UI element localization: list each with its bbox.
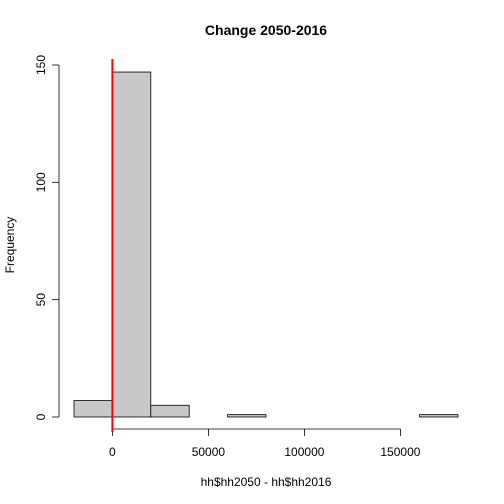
chart-title: Change 2050-2016 (205, 22, 327, 38)
histogram-bar-0 (73, 400, 113, 418)
y-axis: 0 50 100 150 (34, 55, 60, 420)
y-tick-label-2: 100 (34, 172, 48, 192)
x-axis-label: hh$hh2050 - hh$hh2016 (201, 475, 332, 489)
bars-group (73, 71, 459, 418)
x-axis: 0 50000 100000 150000 (109, 428, 421, 459)
x-tick-label-2: 100000 (284, 445, 324, 459)
y-axis-label: Frequency (3, 217, 17, 274)
x-tick-label-1: 50000 (192, 445, 226, 459)
y-tick-label-1: 50 (34, 293, 48, 307)
histogram-bar-9 (419, 414, 459, 418)
histogram-bar-1 (112, 71, 152, 418)
x-tick-label-0: 0 (109, 445, 116, 459)
x-tick-label-3: 150000 (380, 445, 420, 459)
y-tick-label-0: 0 (34, 413, 48, 420)
histogram-bar-4 (227, 414, 267, 418)
histogram-bar-2 (150, 404, 190, 418)
y-tick-label-3: 150 (34, 55, 48, 75)
